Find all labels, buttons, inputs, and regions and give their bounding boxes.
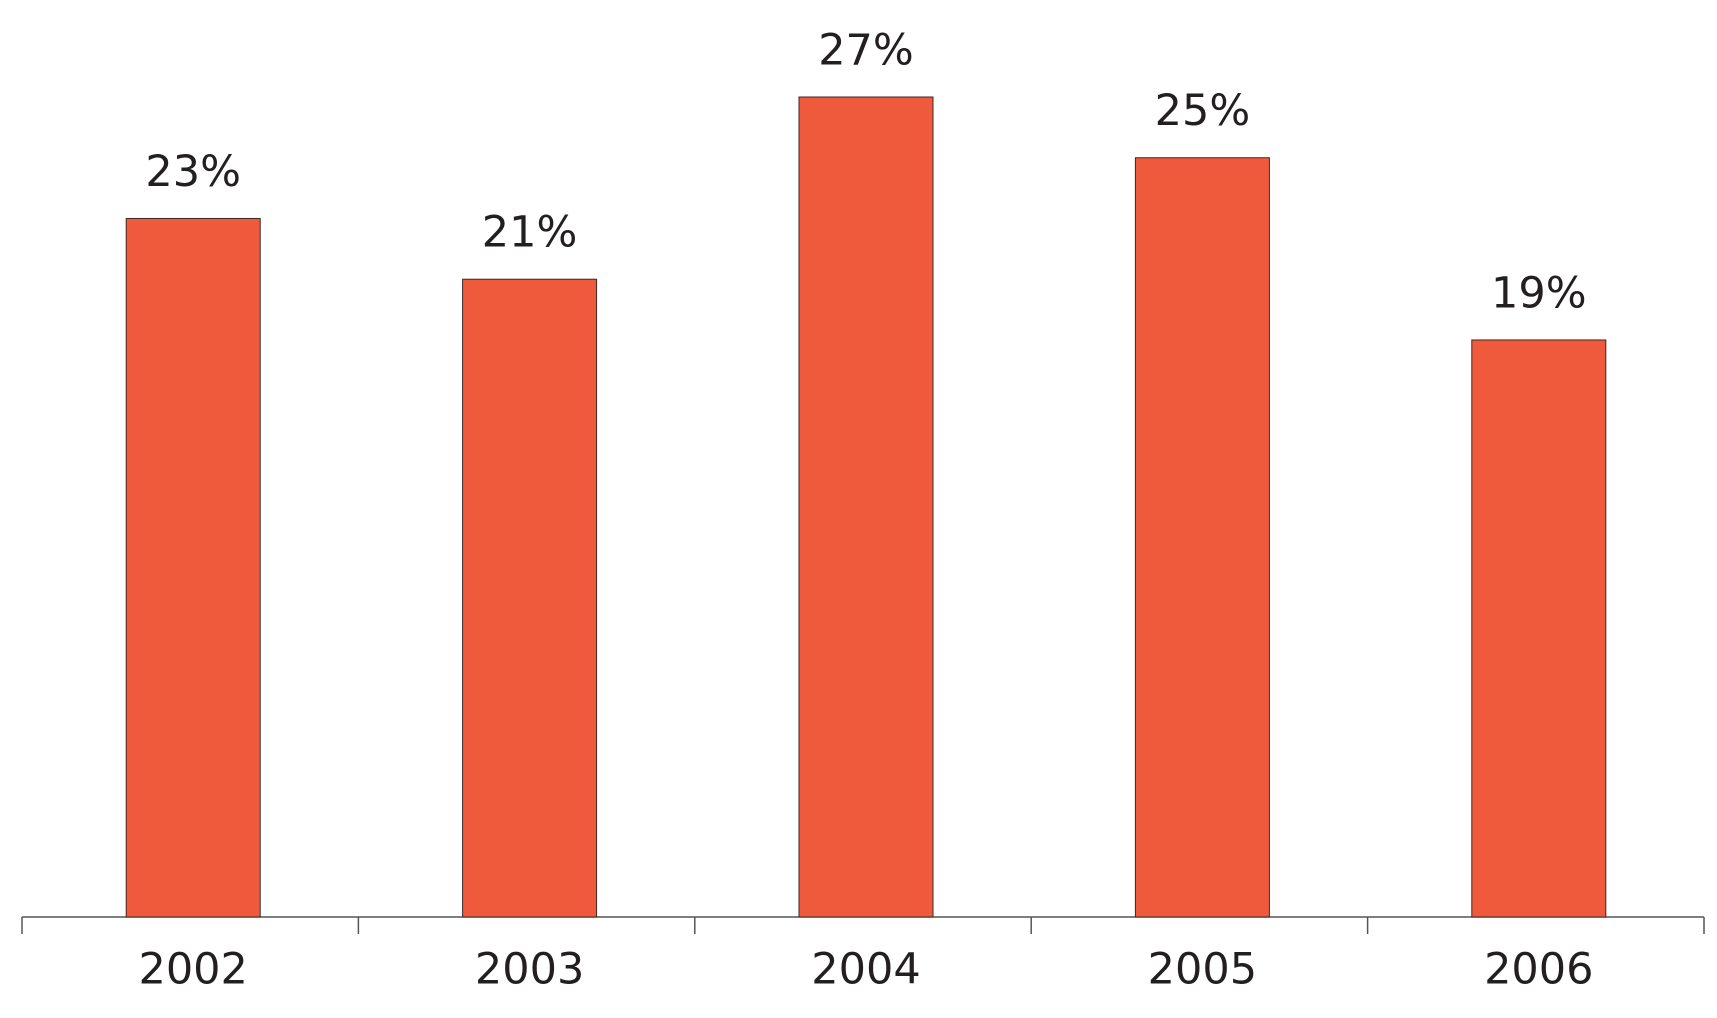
bar — [125, 217, 261, 918]
bar — [798, 96, 934, 918]
value-label: 25% — [1155, 86, 1251, 136]
bar — [1471, 339, 1607, 918]
value-label: 19% — [1491, 268, 1587, 318]
x-tick-label: 2002 — [138, 945, 247, 995]
x-tick-label: 2004 — [811, 945, 920, 995]
x-tick-label: 2003 — [475, 945, 584, 995]
value-label: 23% — [145, 147, 241, 197]
value-label: 27% — [818, 26, 914, 76]
bar — [1134, 157, 1270, 918]
bar — [462, 278, 598, 918]
value-label: 21% — [482, 208, 578, 258]
x-tick-label: 2005 — [1148, 945, 1257, 995]
x-tick-label: 2006 — [1484, 945, 1593, 995]
